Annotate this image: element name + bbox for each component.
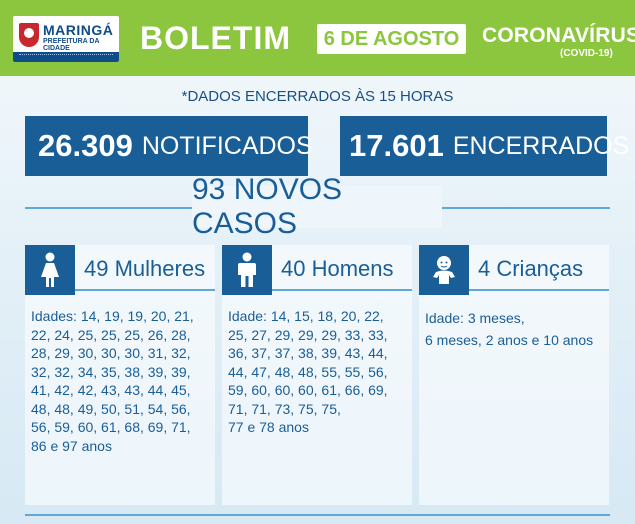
new-cases-heading: 93 NOVOS CASOS (192, 173, 442, 240)
children-title-rule (469, 289, 609, 291)
women-ages-line: 86 e 97 anos (31, 437, 112, 454)
men-title: 40 Homens (281, 256, 394, 281)
men-ages-line: Idade: 14, 15, 18, 20, 22, (228, 308, 384, 324)
children-ages-line: Idade: 3 meses, (425, 310, 525, 326)
men-ages-line: 44, 47, 48, 48, 55, 55, 56, (228, 363, 388, 380)
baby-icon (419, 245, 469, 295)
women-ages-line: Idades: 14, 19, 19, 20, 21, (31, 308, 194, 324)
women-card: 49 Mulheres Idades: 14, 19, 19, 20, 21, … (25, 245, 215, 505)
bottom-divider (25, 514, 610, 516)
men-ages-line: 77 e 78 anos (228, 419, 309, 435)
topic-subtitle: (COVID-19) (560, 48, 613, 59)
women-ages-line: 32, 32, 34, 35, 38, 39, 39, (31, 363, 191, 380)
women-ages-line: 48, 48, 49, 50, 51, 54, 56, (31, 400, 191, 417)
closed-label: ENCERRADOS (452, 131, 630, 160)
children-title: 4 Crianças (478, 256, 584, 281)
women-ages-line: 22, 24, 25, 25, 25, 26, 28, (31, 326, 191, 343)
women-title-rule (75, 289, 215, 291)
children-ages-line: 6 meses, 2 anos e 10 anos (425, 332, 594, 348)
woman-icon (25, 245, 75, 295)
closed-stat: 17.601 ENCERRADOS (340, 116, 629, 176)
date-badge: 6 DE AGOSTO (317, 24, 466, 54)
logo-social-bar (13, 52, 119, 62)
city-crest-icon (19, 23, 39, 47)
notified-value: 26.309 (38, 128, 133, 163)
men-ages-line: 59, 60, 60, 60, 61, 66, 69, (228, 382, 388, 398)
logo-subtitle: PREFEITURA DA CIDADE (43, 38, 100, 52)
women-ages-line: 28, 29, 30, 30, 30, 31, 32, (31, 345, 191, 361)
notified-stat: 26.309 NOTIFICADOS (25, 116, 313, 176)
data-cutoff-note: *DADOS ENCERRADOS ÀS 15 HORAS (181, 88, 454, 105)
women-ages: Idades: 14, 19, 19, 20, 21, 22, 24, 25, … (31, 307, 213, 455)
women-ages-line: 41, 42, 42, 43, 43, 44, 45, (31, 382, 191, 398)
men-title-rule (272, 289, 412, 291)
children-card: 4 Crianças Idade: 3 meses, 6 meses, 2 an… (419, 245, 609, 505)
man-icon (222, 245, 272, 295)
header-banner: MARINGÁ PREFEITURA DA CIDADE BOLETIM 6 D… (0, 0, 635, 76)
men-ages-line: 71, 71, 73, 75, 75, (228, 400, 341, 417)
children-ages: Idade: 3 meses, 6 meses, 2 anos e 10 ano… (425, 307, 607, 351)
men-card: 40 Homens Idade: 14, 15, 18, 20, 22, 25,… (222, 245, 412, 505)
logo-name: MARINGÁ (43, 22, 114, 38)
closed-value: 17.601 (349, 128, 444, 163)
bulletin-title: BOLETIM (140, 20, 291, 56)
men-ages-line: 36, 37, 37, 38, 39, 43, 44, (228, 345, 388, 361)
men-ages-line: 25, 27, 29, 29, 29, 33, 33, (228, 326, 388, 343)
city-logo: MARINGÁ PREFEITURA DA CIDADE (13, 16, 119, 62)
notified-label: NOTIFICADOS (141, 131, 313, 160)
women-title: 49 Mulheres (84, 256, 206, 281)
men-ages: Idade: 14, 15, 18, 20, 22, 25, 27, 29, 2… (228, 307, 410, 437)
women-ages-line: 56, 59, 60, 61, 68, 69, 71, (31, 419, 191, 435)
topic-title: CORONAVÍRUS (482, 24, 635, 47)
